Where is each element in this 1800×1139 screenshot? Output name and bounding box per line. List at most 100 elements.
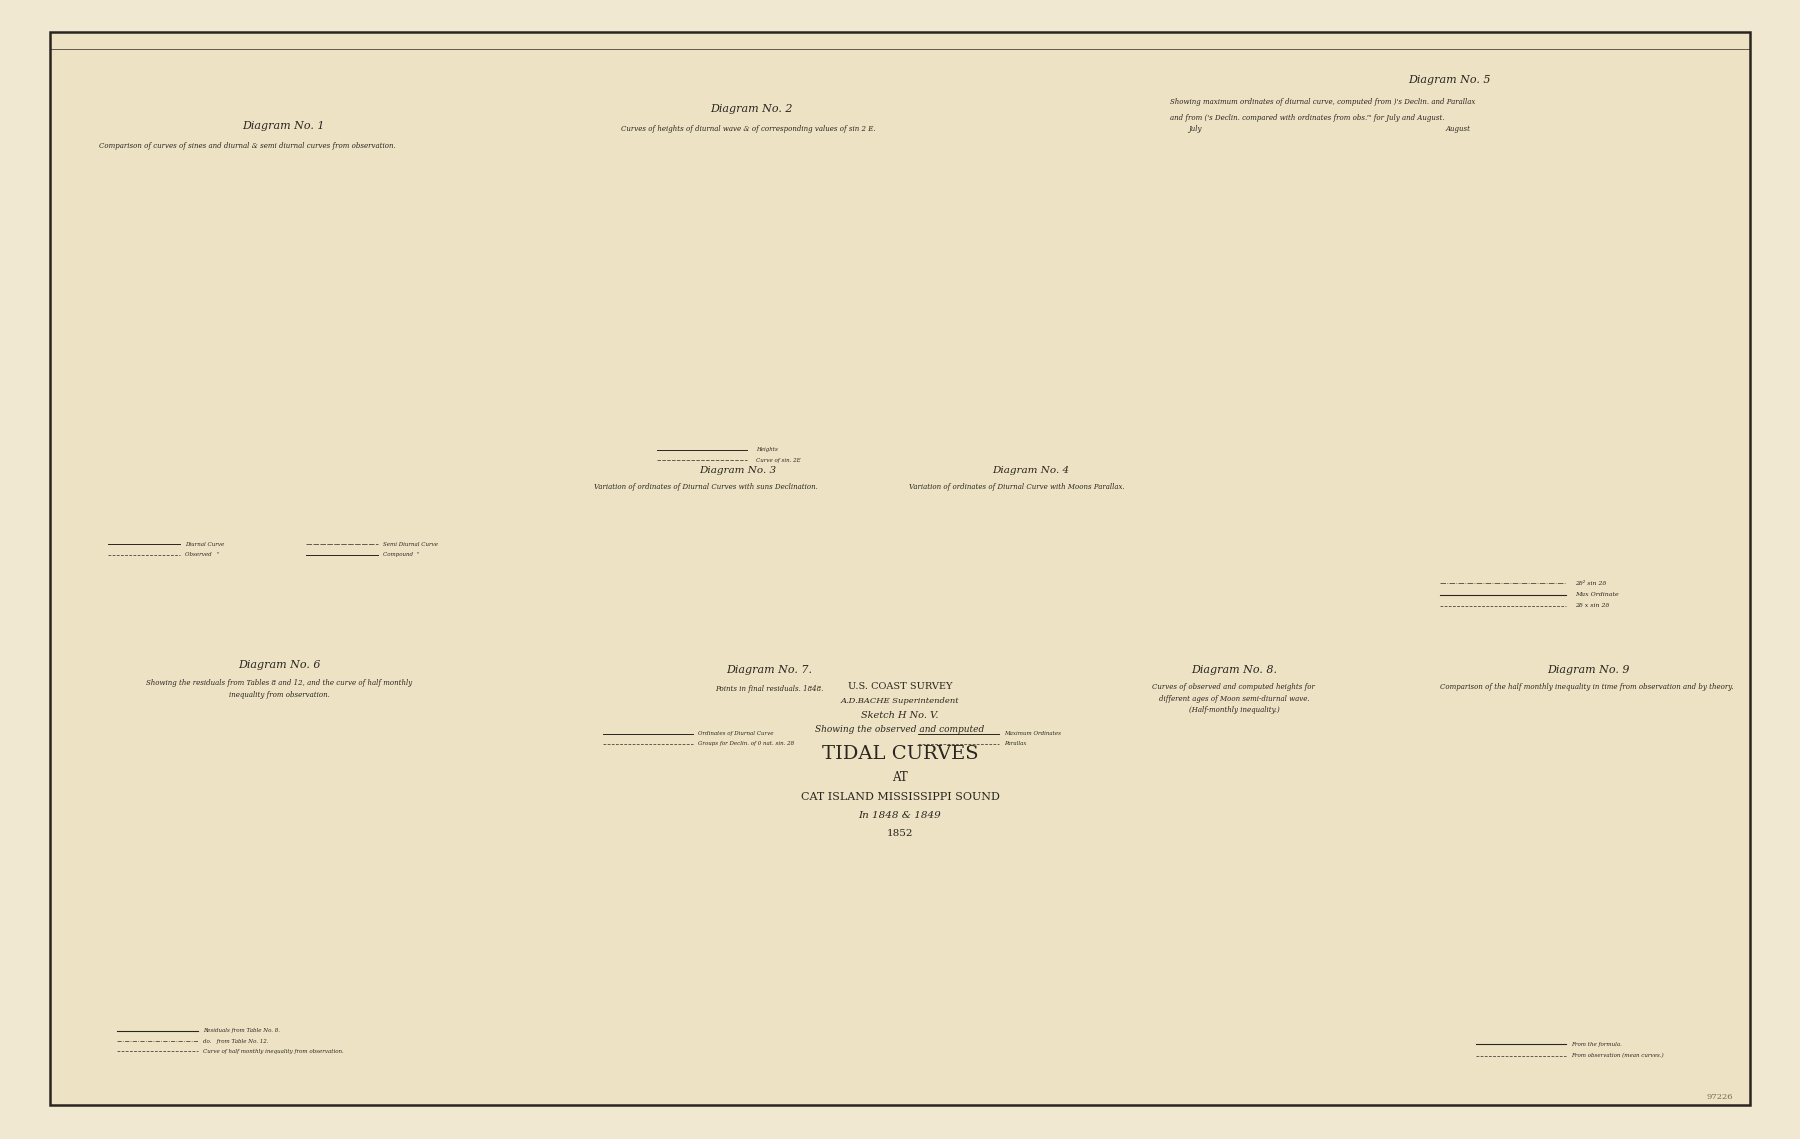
Text: Curve of half monthly inequality from observation.: Curve of half monthly inequality from ob… <box>203 1049 344 1054</box>
Text: Diagram No. 5: Diagram No. 5 <box>1408 75 1490 85</box>
Point <box>733 872 761 891</box>
Point <box>833 837 862 855</box>
Text: Age of ): Age of ) <box>626 804 646 810</box>
Text: Observed   ": Observed " <box>185 552 220 557</box>
Point <box>610 895 639 913</box>
Text: Curves of heights of diurnal wave & of corresponding values of sin 2 E.: Curves of heights of diurnal wave & of c… <box>621 125 875 133</box>
Text: 2δ x sin 2δ: 2δ x sin 2δ <box>1575 604 1609 608</box>
Text: Comparison of curves of sines and diurnal & semi diurnal curves from observation: Comparison of curves of sines and diurna… <box>99 142 396 150</box>
Point <box>661 861 689 879</box>
Point <box>891 797 920 816</box>
Point <box>880 757 909 776</box>
Text: AT: AT <box>893 771 907 784</box>
Point <box>702 890 731 908</box>
Text: Showing maximum ordinates of diurnal curve, computed from )'s Declin. and Parall: Showing maximum ordinates of diurnal cur… <box>1170 98 1476 106</box>
Text: and from ('s Declin. compared with ordinates from obs.ᵐ for July and August.: and from ('s Declin. compared with ordin… <box>1170 114 1445 122</box>
Text: CAT ISLAND MISSISSIPPI SOUND: CAT ISLAND MISSISSIPPI SOUND <box>801 792 999 802</box>
Text: Diagram No. 2: Diagram No. 2 <box>711 104 792 114</box>
Text: Diagram No. 9: Diagram No. 9 <box>1548 665 1629 675</box>
Point <box>738 834 767 852</box>
Text: Comparison of the half monthly inequality in time from observation and by theory: Comparison of the half monthly inequalit… <box>1440 683 1733 691</box>
Point <box>711 826 740 844</box>
Point <box>772 784 801 802</box>
Text: XXIII: XXIII <box>864 1011 877 1017</box>
Text: A.D.BACHE Superintendent: A.D.BACHE Superintendent <box>841 697 959 705</box>
Text: Ordinates of Diurnal Curve: Ordinates of Diurnal Curve <box>698 731 774 736</box>
Text: In 1848 & 1849: In 1848 & 1849 <box>859 811 941 820</box>
Point <box>830 836 859 854</box>
Point <box>778 872 806 891</box>
Point <box>635 867 664 885</box>
Point <box>839 759 868 777</box>
Point <box>680 896 709 915</box>
Point <box>691 836 720 854</box>
Text: Diagram No. 4: Diagram No. 4 <box>992 466 1069 475</box>
Point <box>799 729 828 747</box>
Point <box>630 869 659 887</box>
Text: Showing the residuals from Tables 8 and 12, and the curve of half monthly: Showing the residuals from Tables 8 and … <box>146 679 412 687</box>
Point <box>650 838 679 857</box>
Text: Compound  ": Compound " <box>383 552 419 557</box>
Text: U.S. COAST SURVEY: U.S. COAST SURVEY <box>848 682 952 691</box>
Point <box>747 778 776 796</box>
Text: 2δ² sin 2δ: 2δ² sin 2δ <box>1575 581 1606 585</box>
Point <box>895 728 923 746</box>
Text: Diagram No. 7.: Diagram No. 7. <box>727 665 812 675</box>
Text: XVRIII: XVRIII <box>718 1011 734 1017</box>
Point <box>742 896 770 915</box>
Text: (Half-monthly inequality.): (Half-monthly inequality.) <box>1188 706 1280 714</box>
Text: Diagram No. 8.: Diagram No. 8. <box>1192 665 1276 675</box>
Point <box>905 698 934 716</box>
Point <box>625 900 653 918</box>
Text: Semi Diurnal Curve: Semi Diurnal Curve <box>383 542 439 547</box>
Point <box>655 879 684 898</box>
Point <box>722 755 751 773</box>
Point <box>819 761 848 779</box>
Point <box>769 862 797 880</box>
Text: XXXIV: XXXIV <box>626 1011 643 1017</box>
Text: July: July <box>1188 125 1202 133</box>
Text: Points in final residuals. 1848.: Points in final residuals. 1848. <box>715 685 824 693</box>
Point <box>808 756 837 775</box>
Point <box>677 857 706 875</box>
Point <box>646 827 675 845</box>
Text: inequality from observation.: inequality from observation. <box>229 691 329 699</box>
Text: Sketch H No. V.: Sketch H No. V. <box>860 711 940 720</box>
Point <box>707 776 736 794</box>
Text: do.   from Table No. 12.: do. from Table No. 12. <box>203 1039 268 1043</box>
Point <box>616 876 644 894</box>
Point <box>758 836 787 854</box>
Text: Max Ordinate: Max Ordinate <box>1575 592 1618 597</box>
Point <box>763 770 792 788</box>
Point <box>783 821 812 839</box>
Point <box>666 835 695 853</box>
Text: Showing the observed and computed: Showing the observed and computed <box>815 724 985 734</box>
Text: Residuals from Table No. 8.: Residuals from Table No. 8. <box>203 1029 281 1033</box>
Text: 97226: 97226 <box>1706 1093 1733 1101</box>
Point <box>686 823 715 842</box>
Point <box>671 860 700 878</box>
Text: August: August <box>1445 125 1471 133</box>
Point <box>900 746 929 764</box>
Point <box>844 690 873 708</box>
Point <box>875 746 904 764</box>
Point <box>860 695 889 713</box>
Text: Diagram No. 6: Diagram No. 6 <box>238 659 320 670</box>
Point <box>619 860 648 878</box>
Point <box>864 752 893 770</box>
Text: Curve of sin. 2E: Curve of sin. 2E <box>756 458 801 462</box>
Text: Variation of ordinates of Diurnal Curves with suns Declination.: Variation of ordinates of Diurnal Curves… <box>594 483 817 491</box>
Point <box>697 829 725 847</box>
Text: Variation of ordinates of Diurnal Curve with Moons Parallax.: Variation of ordinates of Diurnal Curve … <box>909 483 1125 491</box>
Text: Heights: Heights <box>756 448 778 452</box>
Point <box>850 757 878 776</box>
Point <box>794 741 823 760</box>
Point <box>869 754 898 772</box>
Point <box>803 800 832 818</box>
Text: Diagram No. 3: Diagram No. 3 <box>700 466 776 475</box>
Text: Diagram No. 1: Diagram No. 1 <box>243 121 324 131</box>
Text: Maximum Ordinates: Maximum Ordinates <box>1004 731 1062 736</box>
Point <box>814 789 842 808</box>
Text: From the formula.: From the formula. <box>1571 1042 1622 1047</box>
Point <box>716 843 745 861</box>
